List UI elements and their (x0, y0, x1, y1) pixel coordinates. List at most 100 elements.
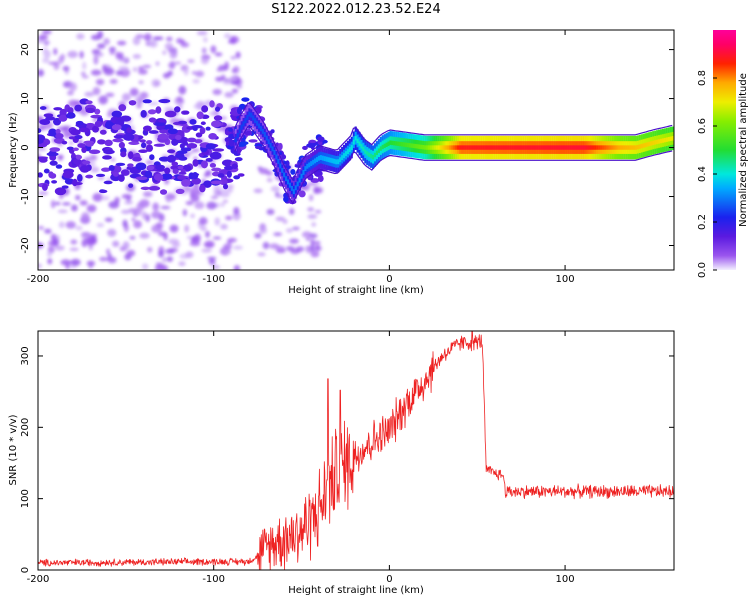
ridge-core (553, 145, 556, 150)
ridge-core (534, 145, 537, 150)
ridge-core (603, 145, 607, 150)
ridge-core (634, 145, 637, 150)
ridge-core (294, 185, 297, 191)
noise-speck (158, 231, 168, 237)
band-blob (66, 146, 74, 151)
band-blob (62, 170, 74, 179)
ridge-core (327, 157, 330, 163)
ridge-core (654, 140, 657, 145)
noise-speck (230, 80, 240, 85)
ridge-core (424, 145, 427, 150)
noise-speck (257, 252, 266, 257)
band-blob (196, 111, 204, 120)
ridge-core (615, 145, 618, 150)
band-blob (118, 104, 127, 112)
band-blob (52, 117, 62, 126)
ridge-core (431, 145, 435, 150)
ridge-core (613, 145, 616, 150)
band-blob (153, 143, 166, 147)
band-blob (127, 163, 134, 168)
band-blob (140, 186, 151, 191)
y-tick-label: 20 (20, 43, 31, 56)
x-tick-label: 100 (556, 574, 575, 585)
ridge-core (352, 139, 355, 145)
noise-speck (61, 202, 71, 206)
ridge-core (466, 145, 469, 150)
noise-speck (143, 33, 152, 42)
ridge-core (671, 136, 674, 141)
ridge-core (354, 136, 357, 141)
ridge-core (555, 145, 558, 150)
noise-speck (138, 80, 144, 85)
band-blob (192, 126, 198, 132)
ridge-core (484, 145, 487, 150)
ridge-core (661, 138, 664, 143)
ridge-core (491, 145, 494, 150)
ridge-core (543, 145, 547, 150)
noise-speck (108, 201, 120, 209)
band-blob (79, 165, 90, 173)
noise-speck (123, 200, 134, 205)
y-tick-label: 0 (20, 144, 31, 150)
noise-speck (292, 226, 300, 231)
noise-speck (158, 250, 164, 258)
ridge-core (638, 144, 641, 149)
ridge-core (470, 145, 473, 150)
ridge-core (379, 146, 382, 151)
noise-speck (52, 238, 60, 247)
band-blob (123, 133, 135, 141)
ridge-core (648, 141, 651, 147)
ridge-core (344, 151, 348, 157)
band-blob (161, 173, 173, 180)
ridge-core (455, 145, 458, 150)
noise-speck (44, 228, 52, 234)
band-blob (104, 139, 113, 147)
y-tick-label: 0 (20, 567, 31, 573)
band-blob (171, 138, 179, 146)
band-blob (153, 122, 166, 127)
band-blob (43, 168, 50, 174)
y-tick-label: 300 (20, 346, 31, 365)
band-blob (51, 180, 58, 184)
noise-speck (190, 213, 195, 219)
band-blob (85, 100, 93, 105)
ridge-core (640, 143, 643, 149)
ridge-core (486, 145, 489, 150)
band-blob (85, 107, 96, 114)
band-blob (159, 129, 169, 134)
band-blob (82, 160, 91, 165)
ridge-core (567, 145, 570, 150)
noise-speck (75, 225, 83, 231)
band-blob (182, 141, 189, 146)
band-blob (175, 188, 185, 194)
band-blob (157, 119, 167, 123)
band-blob (46, 152, 59, 157)
noise-speck (57, 56, 64, 64)
noise-speck (138, 69, 148, 75)
noise-speck (212, 88, 222, 96)
ridge-core (273, 150, 276, 155)
ridge-core (373, 152, 377, 158)
ridge-core (435, 145, 438, 150)
band-blob (75, 120, 84, 126)
ridge-core (520, 145, 523, 150)
band-blob (135, 162, 147, 171)
noise-speck (57, 209, 68, 214)
noise-speck (76, 33, 85, 40)
band-blob (166, 154, 177, 163)
noise-speck (151, 224, 163, 233)
band-blob (159, 189, 168, 195)
ridge-core (611, 145, 614, 150)
noise-speck (310, 243, 316, 252)
noise-speck (109, 79, 118, 84)
noise-speck (306, 237, 311, 241)
band-blob (145, 144, 154, 152)
ridge-core (333, 158, 336, 164)
noise-speck (213, 188, 218, 197)
noise-speck (70, 239, 78, 245)
noise-speck (60, 259, 72, 266)
ridge-core (234, 137, 237, 143)
ridge-core (248, 111, 251, 117)
ridge-core (298, 177, 301, 183)
band-blob (111, 124, 122, 131)
